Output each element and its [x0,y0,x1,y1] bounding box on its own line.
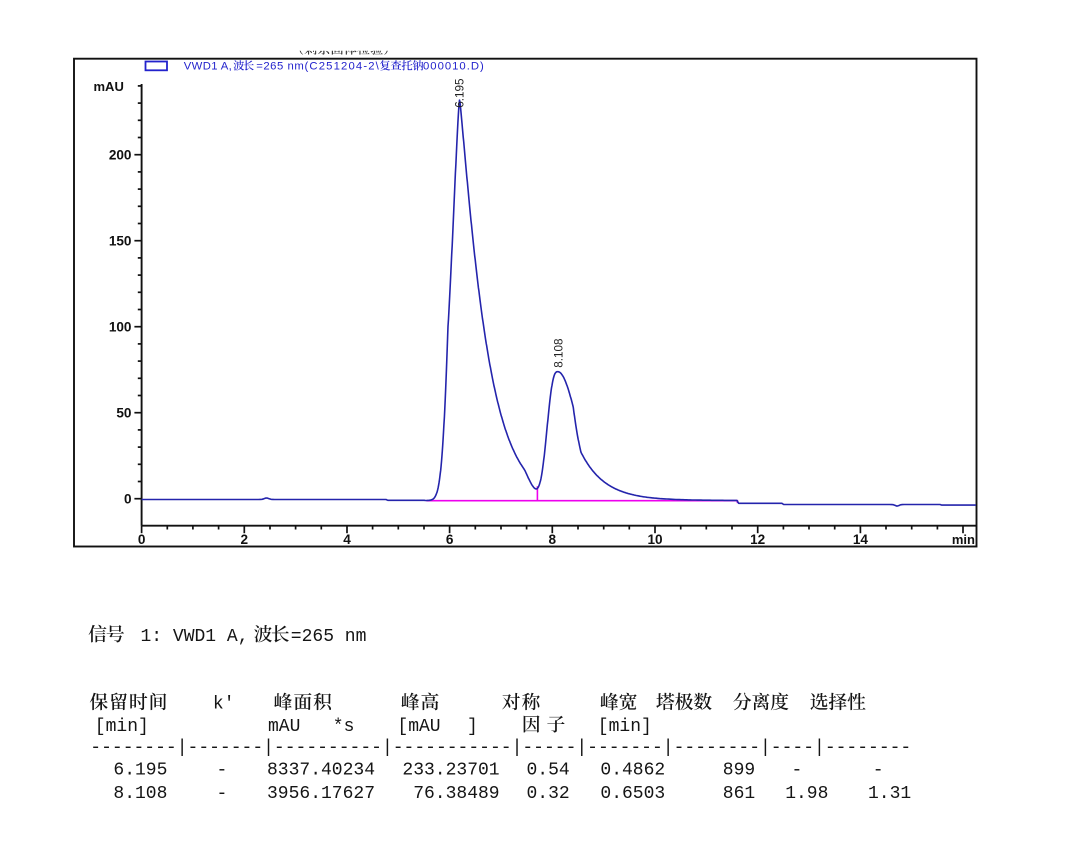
svg-text:[mAU: [mAU [397,717,440,737]
svg-text:12: 12 [750,532,766,547]
svg-text:1.98: 1.98 [785,784,828,804]
svg-text:2: 2 [241,532,249,547]
svg-text:14: 14 [853,532,869,547]
svg-text:8: 8 [549,532,557,547]
svg-text:-: - [217,784,228,804]
svg-text:=265 nm: =265 nm [256,61,304,73]
svg-text:-: - [217,760,228,780]
svg-text:k': k' [213,695,235,715]
svg-text:6.195: 6.195 [113,760,167,780]
svg-text:000010.D): 000010.D) [423,61,485,73]
svg-text:min: min [952,532,975,547]
svg-text:1: VWD1 A,: 1: VWD1 A, [141,627,249,647]
svg-text:233.23701: 233.23701 [402,760,499,780]
svg-text:6.195: 6.195 [453,78,466,108]
svg-text:=265 nm: =265 nm [291,627,367,647]
svg-text:0: 0 [138,532,146,547]
svg-text:mAU *s: mAU *s [268,717,354,737]
svg-text:[min]: [min] [95,717,149,737]
svg-text:150: 150 [109,234,132,249]
svg-text:mAU: mAU [94,79,124,94]
svg-text:0.6503: 0.6503 [600,784,665,804]
svg-text:8337.40234: 8337.40234 [267,760,375,780]
svg-text:]: ] [467,717,478,737]
svg-text:1.31: 1.31 [868,784,911,804]
svg-text:50: 50 [116,406,131,421]
svg-text:[min]: [min] [598,717,652,737]
svg-text:10: 10 [647,532,662,547]
svg-text:200: 200 [109,148,132,163]
svg-text:100: 100 [109,320,132,335]
svg-text:899: 899 [723,760,755,780]
svg-text:-: - [873,760,884,780]
svg-text:76.38489: 76.38489 [413,784,499,804]
svg-text:8.108: 8.108 [552,339,565,368]
svg-text:VWD1 A,: VWD1 A, [184,61,232,73]
svg-text:(C251204-2\: (C251204-2\ [305,61,380,73]
svg-text:4: 4 [343,532,351,547]
svg-text:0.4862: 0.4862 [600,760,665,780]
svg-text:6: 6 [446,532,454,547]
svg-text:0.54: 0.54 [527,760,570,780]
svg-text:861: 861 [723,784,755,804]
svg-text:--------|-------|----------|--: --------|-------|----------|-----------|… [90,738,911,758]
svg-text:-: - [792,760,803,780]
svg-text:3956.17627: 3956.17627 [267,784,375,804]
svg-text:8.108: 8.108 [113,784,167,804]
svg-text:0.32: 0.32 [527,784,570,804]
svg-text:0: 0 [124,492,132,507]
